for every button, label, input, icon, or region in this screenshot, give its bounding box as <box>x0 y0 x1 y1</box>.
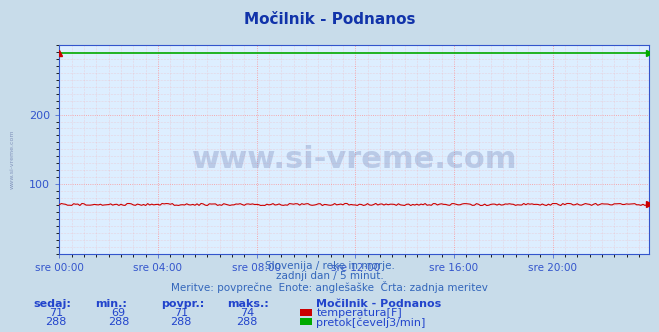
Text: povpr.:: povpr.: <box>161 299 205 309</box>
Text: pretok[čevelj3/min]: pretok[čevelj3/min] <box>316 317 426 328</box>
Text: www.si-vreme.com: www.si-vreme.com <box>9 129 14 189</box>
Text: 288: 288 <box>108 317 129 327</box>
Text: min.:: min.: <box>96 299 127 309</box>
Text: 288: 288 <box>45 317 67 327</box>
Text: maks.:: maks.: <box>227 299 269 309</box>
Text: Meritve: povprečne  Enote: anglešaške  Črta: zadnja meritev: Meritve: povprečne Enote: anglešaške Črt… <box>171 281 488 292</box>
Text: Slovenija / reke in morje.: Slovenija / reke in morje. <box>264 261 395 271</box>
Text: 71: 71 <box>49 308 63 318</box>
Text: www.si-vreme.com: www.si-vreme.com <box>192 145 517 174</box>
Text: 69: 69 <box>111 308 126 318</box>
Text: 288: 288 <box>237 317 258 327</box>
Text: sedaj:: sedaj: <box>33 299 71 309</box>
Text: 71: 71 <box>174 308 188 318</box>
Text: 288: 288 <box>171 317 192 327</box>
Text: zadnji dan / 5 minut.: zadnji dan / 5 minut. <box>275 271 384 281</box>
Text: temperatura[F]: temperatura[F] <box>316 308 402 318</box>
Text: Močilnik - Podnanos: Močilnik - Podnanos <box>244 12 415 27</box>
Text: Močilnik - Podnanos: Močilnik - Podnanos <box>316 299 442 309</box>
Text: 74: 74 <box>240 308 254 318</box>
